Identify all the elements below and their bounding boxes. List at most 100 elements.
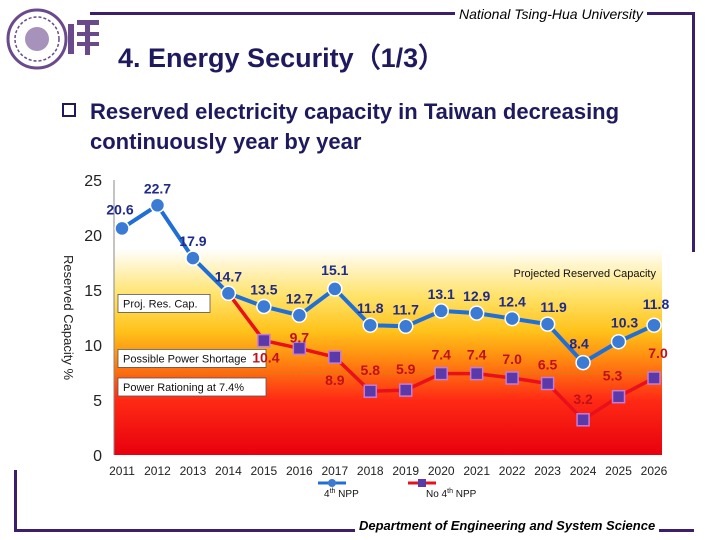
data-label-4th-npp: 11.7 [392, 301, 419, 317]
band-label: Proj. Res. Cap. [123, 298, 198, 310]
data-point-4th-npp [291, 307, 308, 324]
data-label-4th-npp: 12.7 [286, 290, 313, 306]
data-label-4th-npp: 11.8 [357, 300, 384, 316]
data-label-no-4th-npp: 5.3 [603, 368, 623, 384]
data-label-4th-npp: 17.9 [179, 233, 206, 249]
data-point-no-4th-npp [328, 350, 342, 364]
data-label-4th-npp: 20.6 [106, 201, 133, 217]
data-point-no-4th-npp [611, 389, 626, 404]
data-point-4th-npp [114, 220, 130, 237]
data-point-4th-npp [362, 317, 379, 333]
data-point-4th-npp [468, 305, 485, 321]
data-label-no-4th-npp: 3.2 [573, 391, 593, 407]
department-label: Department of Engineering and System Sci… [355, 518, 660, 533]
data-label-4th-npp: 11.8 [643, 296, 670, 312]
data-point-4th-npp [185, 250, 201, 266]
x-tick-label: 2026 [641, 464, 668, 478]
data-label-no-4th-npp: 7.0 [502, 351, 522, 367]
x-tick-label: 2019 [392, 464, 419, 478]
data-label-4th-npp: 11.9 [540, 299, 567, 315]
data-point-4th-npp [220, 285, 237, 302]
x-tick-label: 2018 [357, 464, 384, 478]
frame-bottom-border [14, 529, 694, 532]
x-tick-label: 2023 [534, 464, 561, 478]
data-point-no-4th-npp [292, 341, 307, 356]
legend-marker [418, 479, 426, 487]
university-label: National Tsing-Hua University [455, 6, 647, 22]
data-point-4th-npp [149, 197, 166, 214]
x-tick-label: 2025 [605, 464, 632, 478]
x-tick-label: 2017 [321, 464, 348, 478]
data-label-no-4th-npp: 6.5 [538, 357, 558, 373]
y-tick-label: 5 [93, 393, 102, 410]
data-point-no-4th-npp [505, 371, 519, 385]
data-label-4th-npp: 22.7 [144, 180, 171, 196]
x-tick-label: 2013 [180, 464, 207, 478]
frame-right-border [692, 12, 695, 252]
university-logo [6, 8, 99, 70]
data-label-no-4th-npp: 10.4 [252, 350, 279, 366]
data-label-4th-npp: 12.4 [499, 294, 526, 310]
data-label-4th-npp: 15.1 [321, 262, 348, 278]
data-point-4th-npp [433, 303, 449, 319]
data-label-no-4th-npp: 5.9 [396, 361, 416, 377]
projected-capacity-annotation: Projected Reserved Capacity [514, 268, 657, 280]
data-point-no-4th-npp [576, 413, 590, 427]
band-label-box [117, 294, 211, 313]
y-tick-label: 0 [93, 448, 102, 465]
data-point-4th-npp [575, 354, 591, 371]
data-label-4th-npp: 12.9 [463, 288, 490, 304]
data-point-4th-npp [256, 298, 272, 315]
data-label-no-4th-npp: 8.9 [325, 372, 345, 388]
x-tick-label: 2014 [215, 464, 242, 478]
y-tick-label: 15 [84, 283, 102, 300]
data-point-4th-npp [327, 281, 343, 297]
x-tick-label: 2021 [463, 464, 490, 478]
x-tick-label: 2022 [499, 464, 526, 478]
data-point-no-4th-npp [363, 384, 378, 398]
x-tick-label: 2015 [251, 464, 278, 478]
data-point-4th-npp [610, 333, 627, 350]
bullet-text: Reserved electricity capacity in Taiwan … [90, 99, 620, 154]
data-label-no-4th-npp: 7.4 [467, 347, 487, 363]
series-line-4th-npp [120, 202, 655, 366]
legend-marker [328, 479, 336, 487]
x-tick-label: 2011 [109, 464, 135, 478]
x-tick-label: 2020 [428, 464, 455, 478]
band-label: Possible Power Shortage [123, 353, 247, 365]
data-point-4th-npp [539, 316, 556, 332]
legend-label: No 4th NPP [426, 488, 477, 500]
x-tick-label: 2012 [144, 464, 171, 478]
data-point-no-4th-npp [647, 371, 661, 385]
data-label-4th-npp: 8.4 [569, 336, 589, 352]
data-point-no-4th-npp [398, 383, 413, 397]
band-label-box [117, 377, 267, 397]
legend-label: 4th NPP [324, 488, 359, 500]
frame-top-border [90, 12, 695, 15]
y-tick-label: 20 [84, 228, 102, 245]
y-tick-label: 25 [84, 173, 102, 190]
data-point-no-4th-npp [540, 376, 555, 391]
band-label: Power Rationing at 7.4% [123, 382, 244, 394]
data-point-no-4th-npp [257, 333, 271, 348]
y-axis-title: Reserved Capacity % [61, 255, 76, 380]
data-point-4th-npp [646, 317, 662, 333]
data-label-4th-npp: 10.3 [611, 315, 638, 331]
band-label-box [117, 348, 267, 368]
x-tick-label: 2024 [570, 464, 597, 478]
data-point-no-4th-npp [469, 366, 484, 381]
slide-title: 4. Energy Security（1/3） [118, 43, 446, 73]
data-label-4th-npp: 13.1 [428, 286, 455, 302]
frame-left-border [14, 470, 17, 532]
data-label-4th-npp: 14.7 [215, 268, 242, 284]
data-label-no-4th-npp: 7.4 [431, 347, 451, 363]
data-point-4th-npp [397, 318, 414, 335]
x-tick-label: 2016 [286, 464, 313, 478]
data-label-4th-npp: 13.5 [250, 282, 277, 298]
data-point-no-4th-npp [434, 366, 448, 381]
data-label-no-4th-npp: 7.0 [648, 345, 668, 361]
data-label-no-4th-npp: 9.7 [290, 329, 310, 345]
y-tick-label: 10 [84, 338, 102, 355]
data-point-4th-npp [504, 310, 520, 327]
